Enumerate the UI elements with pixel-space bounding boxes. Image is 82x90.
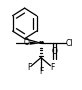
Text: Cl: Cl: [66, 39, 73, 48]
Text: F: F: [27, 63, 31, 72]
Text: O: O: [51, 47, 57, 56]
Text: F: F: [39, 68, 43, 76]
Polygon shape: [30, 42, 41, 45]
Text: F: F: [51, 63, 55, 72]
Text: O: O: [23, 38, 29, 47]
